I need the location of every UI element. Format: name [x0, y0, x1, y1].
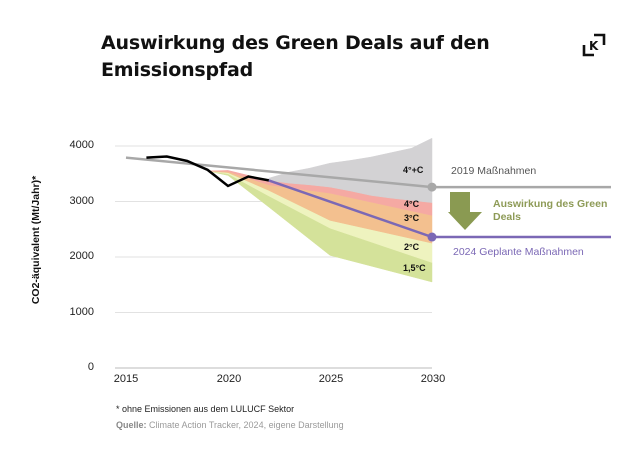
impact-label-line: Deals	[493, 211, 522, 223]
band-label-4: 4°C	[404, 199, 420, 209]
x-tick-label: 2025	[318, 373, 344, 385]
y-tick-label: 0	[87, 361, 94, 373]
source-text: Climate Action Tracker, 2024, eigene Dar…	[146, 420, 344, 430]
x-tick-label: 2030	[420, 373, 446, 385]
label-2024-planned: 2024 Geplante Maßnahmen	[453, 246, 584, 258]
y-tick-label: 3000	[69, 195, 94, 207]
k-logo-icon: K	[582, 33, 606, 57]
series-lines	[125, 155, 611, 242]
annotations	[448, 192, 482, 230]
temperature-bands	[207, 137, 433, 283]
source-note: Quelle: Climate Action Tracker, 2024, ei…	[116, 420, 344, 430]
impact-label: Auswirkung des Green Deals	[493, 198, 607, 224]
band-label-4plus: 4°+C	[403, 165, 424, 175]
band-label-3: 3°C	[404, 213, 420, 223]
x-tick-label: 2020	[216, 373, 242, 385]
page-title: Auswirkung des Green Deals auf den Emiss…	[101, 32, 490, 81]
svg-text:K: K	[589, 39, 599, 53]
marker-2019-end	[427, 182, 437, 192]
marker-2024-end	[427, 232, 437, 242]
x-tick-label: 2015	[113, 373, 139, 385]
band-label-2: 2°C	[404, 242, 420, 252]
y-tick-label: 2000	[69, 250, 94, 262]
arrow-down-icon	[448, 192, 482, 230]
y-axis-label: CO2-äquivalent (Mt/Jahr)*	[30, 175, 42, 305]
footnote: * ohne Emissionen aus dem LULUCF Sektor	[116, 404, 295, 414]
line-historic	[146, 155, 270, 188]
source-label: Quelle:	[116, 420, 147, 430]
band-label-15: 1,5°C	[403, 263, 426, 273]
impact-label-line: Auswirkung des Green	[493, 198, 608, 210]
band-4plus	[268, 137, 433, 203]
y-tick-label: 4000	[69, 139, 94, 151]
label-2019-measures: 2019 Maßnahmen	[451, 165, 537, 177]
y-tick-label: 1000	[69, 306, 94, 318]
